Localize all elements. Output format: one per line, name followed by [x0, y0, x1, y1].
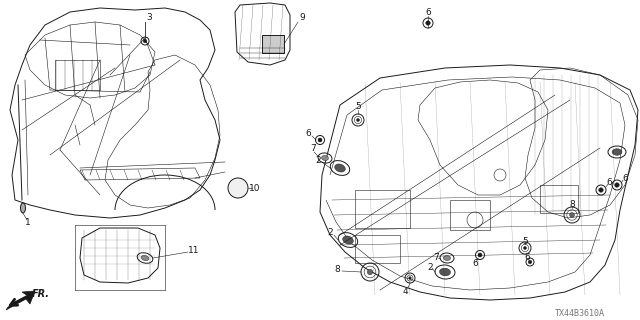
Ellipse shape	[321, 156, 328, 161]
Bar	[55, 60, 100, 90]
Text: 5: 5	[355, 101, 361, 110]
Text: 6: 6	[472, 260, 478, 268]
Text: 6: 6	[524, 253, 530, 262]
Bar	[355, 190, 410, 228]
Circle shape	[570, 212, 575, 217]
Text: TX44B3610A: TX44B3610A	[555, 309, 605, 318]
Ellipse shape	[342, 236, 353, 244]
Text: 2: 2	[427, 262, 433, 271]
Circle shape	[478, 253, 482, 257]
Text: 7: 7	[433, 253, 439, 262]
Ellipse shape	[440, 268, 451, 276]
Circle shape	[528, 260, 532, 264]
Circle shape	[356, 118, 360, 122]
Circle shape	[615, 183, 620, 187]
Text: 2: 2	[327, 228, 333, 236]
Text: 1: 1	[25, 218, 31, 227]
Circle shape	[524, 246, 527, 250]
Bar	[450, 200, 490, 230]
Text: 9: 9	[299, 12, 305, 21]
Polygon shape	[6, 291, 35, 310]
Circle shape	[318, 138, 322, 142]
Text: 5: 5	[522, 236, 528, 245]
Bar	[355, 235, 400, 263]
Circle shape	[143, 39, 147, 43]
Ellipse shape	[612, 149, 622, 155]
Circle shape	[228, 178, 248, 198]
Text: 6: 6	[425, 7, 431, 17]
Circle shape	[409, 277, 412, 279]
Text: 6: 6	[305, 129, 311, 138]
Text: 10: 10	[249, 183, 260, 193]
Text: 8: 8	[569, 199, 575, 209]
Circle shape	[599, 188, 604, 192]
Text: 6: 6	[606, 178, 612, 187]
Text: 8: 8	[334, 266, 340, 275]
Text: 7: 7	[310, 143, 316, 153]
Text: 3: 3	[146, 12, 152, 21]
Ellipse shape	[335, 164, 346, 172]
Ellipse shape	[444, 255, 451, 260]
Text: 11: 11	[188, 245, 200, 254]
Text: FR.: FR.	[32, 289, 50, 299]
Ellipse shape	[20, 203, 26, 213]
Bar	[262, 35, 284, 53]
Text: 6: 6	[622, 173, 628, 182]
Ellipse shape	[141, 255, 149, 260]
Circle shape	[367, 269, 372, 275]
Text: 4: 4	[402, 286, 408, 295]
Bar	[540, 185, 578, 213]
Text: 2: 2	[315, 156, 321, 164]
Circle shape	[426, 21, 430, 25]
